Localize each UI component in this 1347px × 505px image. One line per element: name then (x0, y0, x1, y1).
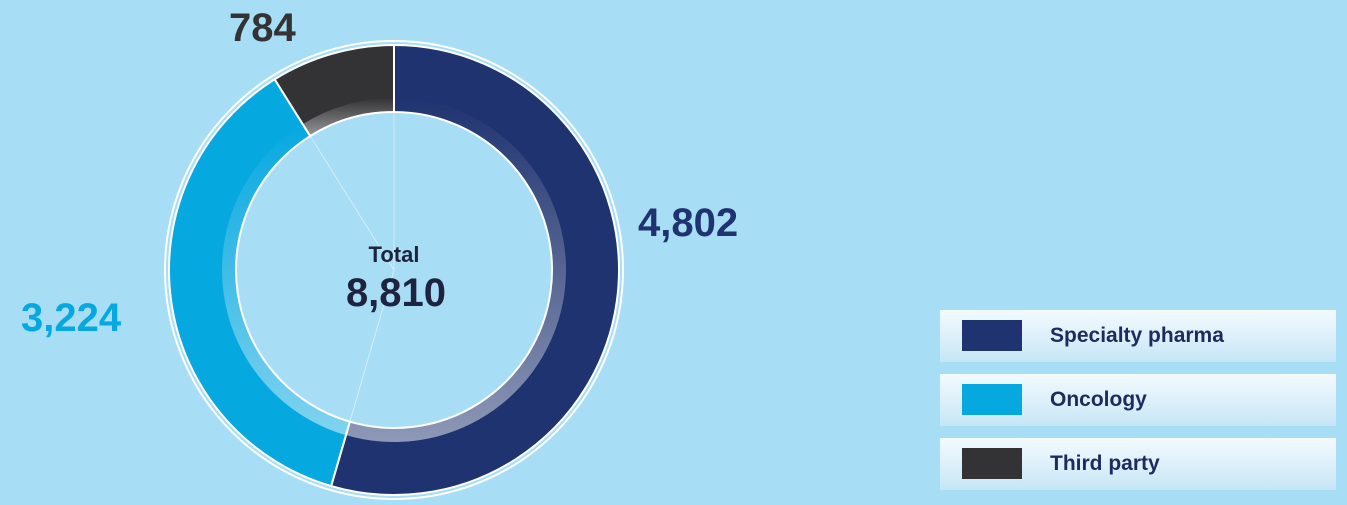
donut-outer-ring (164, 40, 624, 500)
slice-divider-third-party (309, 135, 395, 271)
chart-center-value: 8,810 (346, 271, 446, 315)
legend-swatch-third-party (962, 448, 1022, 479)
legend-item-third-party: Third party (940, 438, 1336, 490)
legend-item-oncology: Oncology (940, 374, 1336, 426)
legend-label-third-party: Third party (1050, 452, 1160, 475)
legend-item-specialty-pharma: Specialty pharma (940, 310, 1336, 362)
data-label-specialty-pharma: 4,802 (638, 201, 738, 245)
chart-legend: Specialty pharma Oncology Third party (940, 310, 1336, 502)
legend-label-specialty-pharma: Specialty pharma (1050, 324, 1224, 347)
legend-swatch-oncology (962, 384, 1022, 415)
slice-divider-oncology (349, 269, 395, 422)
data-label-third-party: 784 (229, 6, 296, 50)
chart-center-label: Total (369, 242, 420, 267)
legend-swatch-specialty-pharma (962, 320, 1022, 351)
data-label-oncology: 3,224 (21, 296, 122, 340)
donut-slice-highlight-oncology (221, 124, 350, 436)
legend-label-oncology: Oncology (1050, 388, 1147, 411)
donut-slice-highlight-third-party (302, 98, 394, 137)
donut-slice-oncology (168, 77, 352, 488)
